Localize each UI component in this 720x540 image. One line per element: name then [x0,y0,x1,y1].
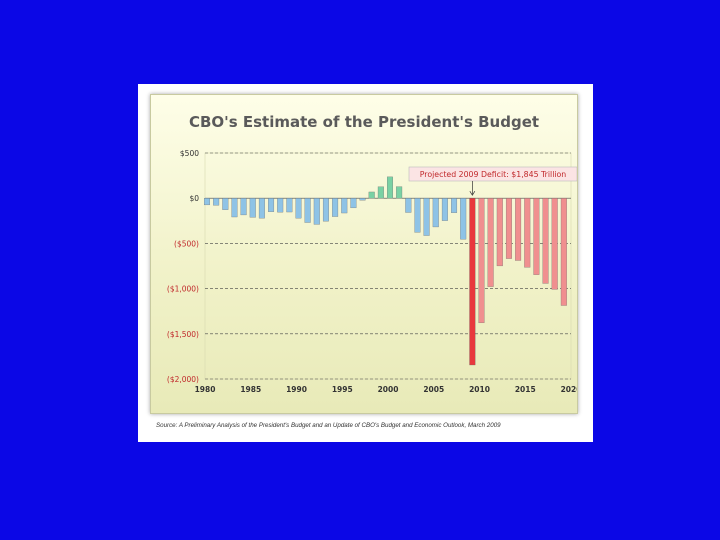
bar-2000 [387,176,393,199]
x-tick-label: 2015 [515,385,536,394]
y-tick-label: $500 [180,149,199,158]
bar-1986 [258,198,265,219]
bar-2005 [432,198,439,228]
chart-panel: CBO's Estimate of the President's Budget… [150,94,578,414]
bar-1982 [222,198,229,210]
y-tick-label: ($2,000) [167,375,199,384]
bar-2016 [533,198,540,275]
bar-1993 [322,198,329,222]
bar-2010 [478,198,485,324]
x-tick-label: 2000 [378,385,399,394]
annotation-text: Projected 2009 Deficit: $1,845 Trillion [420,170,567,179]
bar-2003 [414,198,421,233]
bar-2009 [469,198,476,366]
bar-2001 [396,186,403,199]
x-tick-label: 1990 [286,385,307,394]
bar-2019 [560,198,567,306]
annotation-arrowhead [469,191,476,196]
bar-2018 [551,198,558,290]
bar-2007 [451,198,458,213]
bar-1988 [277,198,284,213]
annotation-box [408,166,577,182]
bar-1994 [332,198,339,217]
bar-1987 [268,198,275,212]
y-tick-label: ($1,000) [167,285,199,294]
y-tick-label: ($500) [174,239,199,248]
bar-1997 [359,198,366,201]
bar-1990 [295,198,302,219]
bar-2002 [405,198,412,213]
chart: CBO's Estimate of the President's Budget… [167,113,577,394]
bar-1995 [341,198,348,214]
bar-1980 [204,198,210,206]
y-tick-label: $0 [189,194,199,203]
x-tick-label: 2010 [469,385,490,394]
bar-2006 [441,198,448,221]
bar-2011 [487,198,494,287]
bar-2012 [496,198,503,267]
slide-image: CBO's Estimate of the President's Budget… [138,84,593,442]
y-tick-label: ($1,500) [167,330,199,339]
bar-2004 [423,198,430,236]
bar-1983 [231,198,238,218]
bar-1981 [213,198,220,206]
source-text: Source: A Preliminary Analysis of the Pr… [156,422,501,429]
bar-2008 [460,198,467,240]
bar-1998 [368,191,375,199]
bar-1996 [350,198,357,209]
bar-2014 [515,198,522,261]
bar-1984 [240,198,247,216]
bar-1991 [304,198,311,223]
bar-1992 [313,198,320,225]
x-tick-label: 2020 [561,385,577,394]
x-tick-label: 1995 [332,385,353,394]
bar-1985 [249,198,256,218]
bar-1999 [377,186,384,199]
bar-2017 [542,198,549,284]
bar-1989 [286,198,293,213]
x-tick-label: 1985 [240,385,261,394]
chart-title: CBO's Estimate of the President's Budget [189,113,539,131]
x-tick-label: 1980 [195,385,216,394]
x-tick-label: 2005 [423,385,444,394]
bar-2015 [524,198,531,268]
bar-2013 [505,198,512,259]
